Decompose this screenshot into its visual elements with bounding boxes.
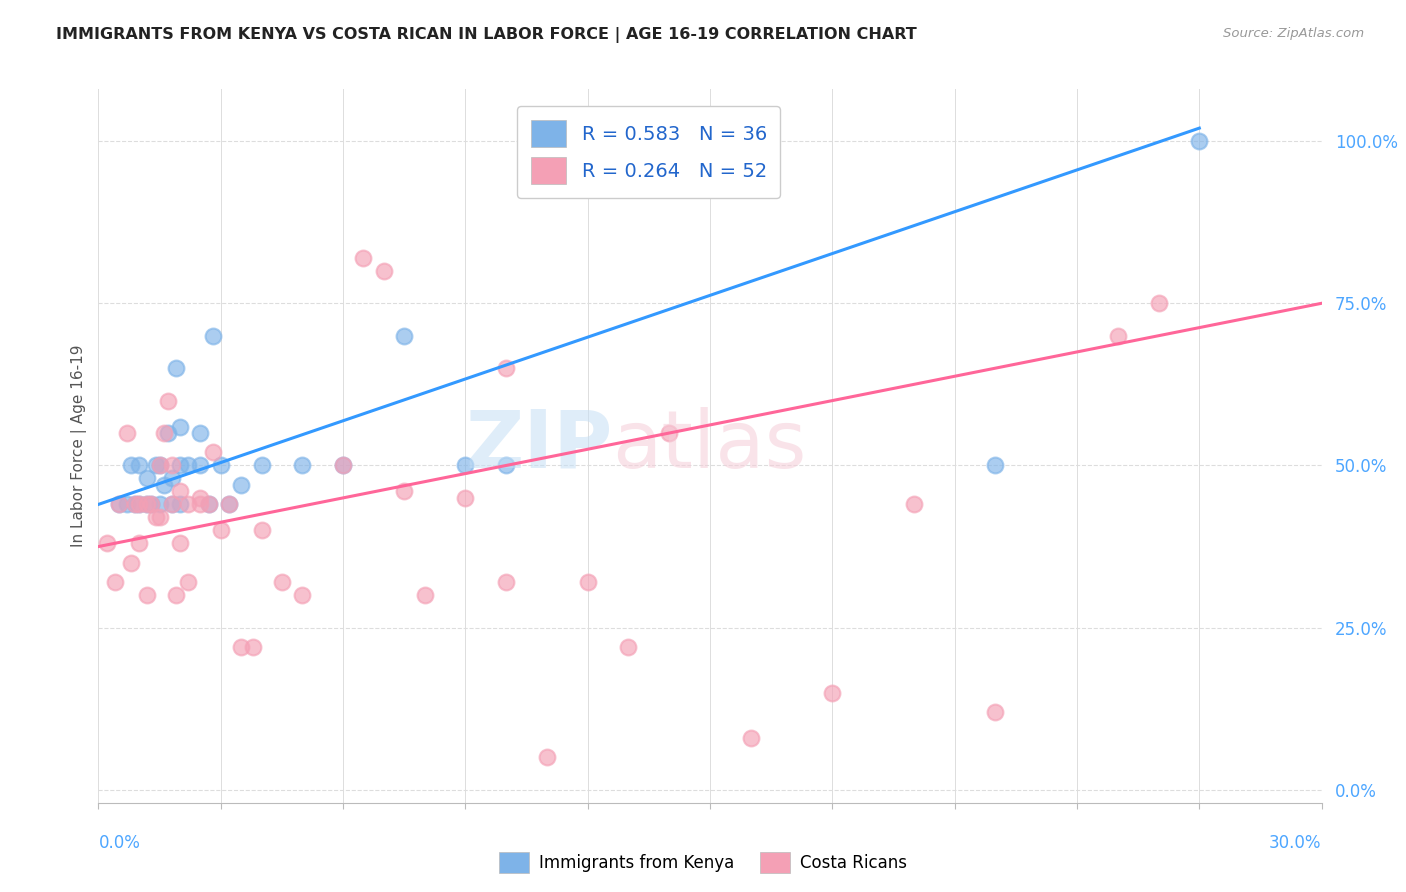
Point (984, 705, 1007, 719)
Point (141, 497, 163, 511)
Point (108, 497, 131, 511)
Point (169, 419, 191, 434)
Point (177, 458, 200, 473)
Point (120, 458, 142, 473)
Point (1147, 296, 1170, 310)
Point (270, 575, 294, 590)
Point (156, 393, 179, 408)
Point (250, 524, 273, 538)
Point (231, 478, 253, 492)
Point (291, 458, 314, 473)
Point (576, 575, 599, 590)
Point (149, 510, 172, 524)
Point (136, 471, 159, 485)
Point (188, 497, 212, 511)
Point (231, 640, 253, 654)
Point (188, 425, 212, 440)
Point (169, 458, 191, 473)
Text: atlas: atlas (612, 407, 807, 485)
Point (145, 510, 167, 524)
Point (120, 556, 142, 570)
Text: 30.0%: 30.0% (1270, 834, 1322, 852)
Point (152, 478, 174, 492)
Y-axis label: In Labor Force | Age 16-19: In Labor Force | Age 16-19 (72, 344, 87, 548)
Point (658, 425, 681, 440)
Point (536, 750, 558, 764)
Point (124, 497, 146, 511)
Point (201, 445, 224, 459)
Point (903, 497, 925, 511)
Point (128, 536, 150, 550)
Point (454, 458, 477, 473)
Point (160, 497, 183, 511)
Point (141, 497, 163, 511)
Point (495, 458, 517, 473)
Point (128, 497, 150, 511)
Point (984, 458, 1007, 473)
Point (332, 458, 354, 473)
Point (392, 484, 416, 499)
Point (124, 497, 146, 511)
Point (188, 458, 212, 473)
Point (495, 361, 517, 376)
Point (145, 458, 167, 473)
Point (218, 497, 240, 511)
Point (242, 640, 264, 654)
Legend: Immigrants from Kenya, Costa Ricans: Immigrants from Kenya, Costa Ricans (492, 846, 914, 880)
Point (209, 524, 232, 538)
Point (740, 731, 762, 745)
Point (108, 497, 131, 511)
Point (218, 497, 240, 511)
Point (160, 497, 183, 511)
Point (209, 458, 232, 473)
Point (149, 458, 172, 473)
Point (104, 575, 127, 590)
Point (115, 425, 138, 440)
Point (169, 484, 191, 499)
Point (169, 536, 191, 550)
Point (136, 497, 159, 511)
Point (1107, 328, 1129, 343)
Legend: R = 0.583   N = 36, R = 0.264   N = 52: R = 0.583 N = 36, R = 0.264 N = 52 (517, 106, 780, 198)
Point (188, 491, 212, 505)
Text: ZIP: ZIP (465, 407, 612, 485)
Point (177, 497, 200, 511)
Point (177, 575, 200, 590)
Point (197, 497, 219, 511)
Point (136, 497, 159, 511)
Point (495, 575, 517, 590)
Point (149, 497, 172, 511)
Point (128, 497, 150, 511)
Point (165, 361, 187, 376)
Point (169, 497, 191, 511)
Point (156, 425, 179, 440)
Point (128, 458, 150, 473)
Text: 0.0%: 0.0% (98, 834, 141, 852)
Point (454, 491, 477, 505)
Point (617, 640, 640, 654)
Point (1188, 134, 1211, 148)
Point (160, 458, 183, 473)
Point (352, 251, 374, 265)
Point (115, 497, 138, 511)
Point (165, 588, 187, 602)
Text: IMMIGRANTS FROM KENYA VS COSTA RICAN IN LABOR FORCE | AGE 16-19 CORRELATION CHAR: IMMIGRANTS FROM KENYA VS COSTA RICAN IN … (56, 27, 917, 43)
Point (413, 588, 436, 602)
Point (821, 685, 844, 699)
Point (136, 588, 159, 602)
Point (392, 328, 416, 343)
Point (291, 588, 314, 602)
Point (332, 458, 354, 473)
Point (152, 425, 174, 440)
Point (149, 458, 172, 473)
Point (96, 536, 118, 550)
Point (160, 471, 183, 485)
Point (197, 497, 219, 511)
Point (373, 264, 395, 278)
Text: Source: ZipAtlas.com: Source: ZipAtlas.com (1223, 27, 1364, 40)
Point (250, 458, 273, 473)
Point (201, 328, 224, 343)
